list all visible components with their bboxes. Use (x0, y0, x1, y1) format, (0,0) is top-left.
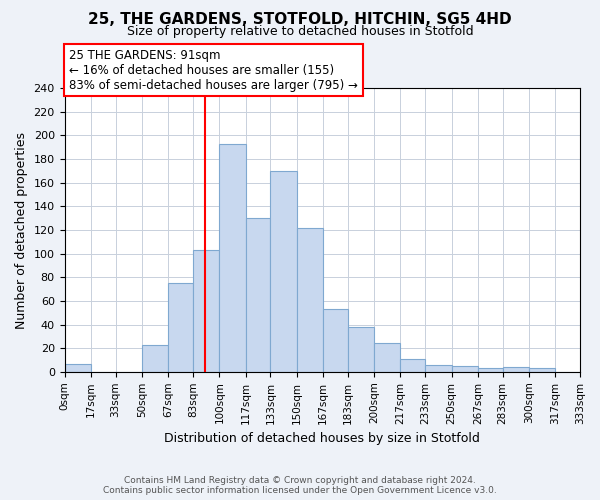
Bar (142, 344, 168, 372)
Text: 25, THE GARDENS, STOTFOLD, HITCHIN, SG5 4HD: 25, THE GARDENS, STOTFOLD, HITCHIN, SG5 … (88, 12, 512, 28)
Bar (400, 359, 425, 372)
Bar (529, 368, 555, 372)
Bar (503, 367, 529, 372)
X-axis label: Distribution of detached houses by size in Stotfold: Distribution of detached houses by size … (164, 432, 480, 445)
Bar (478, 368, 503, 372)
Y-axis label: Number of detached properties: Number of detached properties (15, 132, 28, 328)
Text: 25 THE GARDENS: 91sqm
← 16% of detached houses are smaller (155)
83% of semi-det: 25 THE GARDENS: 91sqm ← 16% of detached … (69, 48, 358, 92)
Bar (348, 327, 374, 372)
Bar (65, 364, 91, 372)
Bar (245, 218, 271, 372)
Bar (323, 309, 348, 372)
Text: Contains HM Land Registry data © Crown copyright and database right 2024.
Contai: Contains HM Land Registry data © Crown c… (103, 476, 497, 495)
Bar (220, 144, 245, 372)
Text: Size of property relative to detached houses in Stotfold: Size of property relative to detached ho… (127, 25, 473, 38)
Bar (452, 366, 478, 372)
Bar (168, 283, 193, 372)
Bar (193, 250, 220, 372)
Bar (297, 228, 323, 372)
Bar (271, 171, 297, 372)
Bar (425, 364, 452, 372)
Bar (374, 344, 400, 372)
